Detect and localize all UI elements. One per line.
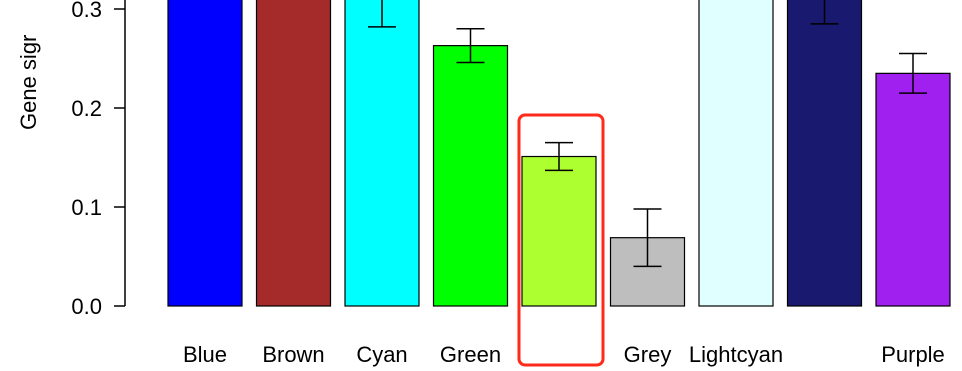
y-axis: 0.3 0.2 0.1 0.0 bbox=[71, 0, 126, 319]
bars-group bbox=[167, 0, 951, 307]
bar-green bbox=[432, 45, 509, 307]
x-label-purple: Purple bbox=[881, 342, 945, 367]
y-tick-label: 0.1 bbox=[71, 195, 102, 220]
x-label-blue: Blue bbox=[183, 342, 227, 367]
bar-lightcyan bbox=[698, 0, 774, 307]
x-label-brown: Brown bbox=[262, 342, 324, 367]
y-axis-label: Gene sigr bbox=[16, 35, 41, 130]
bar-purple bbox=[875, 72, 951, 307]
y-tick-label: 0.0 bbox=[71, 294, 102, 319]
bar-midnightblue bbox=[786, 0, 863, 307]
error-bars-group bbox=[368, 0, 927, 268]
bar-blue bbox=[167, 0, 243, 307]
bar-cyan bbox=[344, 0, 420, 307]
highlight-group bbox=[517, 113, 605, 367]
bar-brown bbox=[255, 0, 332, 307]
bar-greenyellow bbox=[521, 155, 597, 307]
x-label-green: Green bbox=[440, 342, 501, 367]
y-tick-label: 0.2 bbox=[71, 96, 102, 121]
y-tick-label: 0.3 bbox=[71, 0, 102, 22]
x-label-cyan: Cyan bbox=[356, 342, 407, 367]
highlight-box bbox=[517, 113, 605, 367]
x-label-grey: Grey bbox=[624, 342, 672, 367]
x-label-lightcyan: Lightcyan bbox=[689, 342, 783, 367]
x-axis-labels: Blue Brown Cyan Green Grey Lightcyan Purple bbox=[183, 342, 945, 367]
